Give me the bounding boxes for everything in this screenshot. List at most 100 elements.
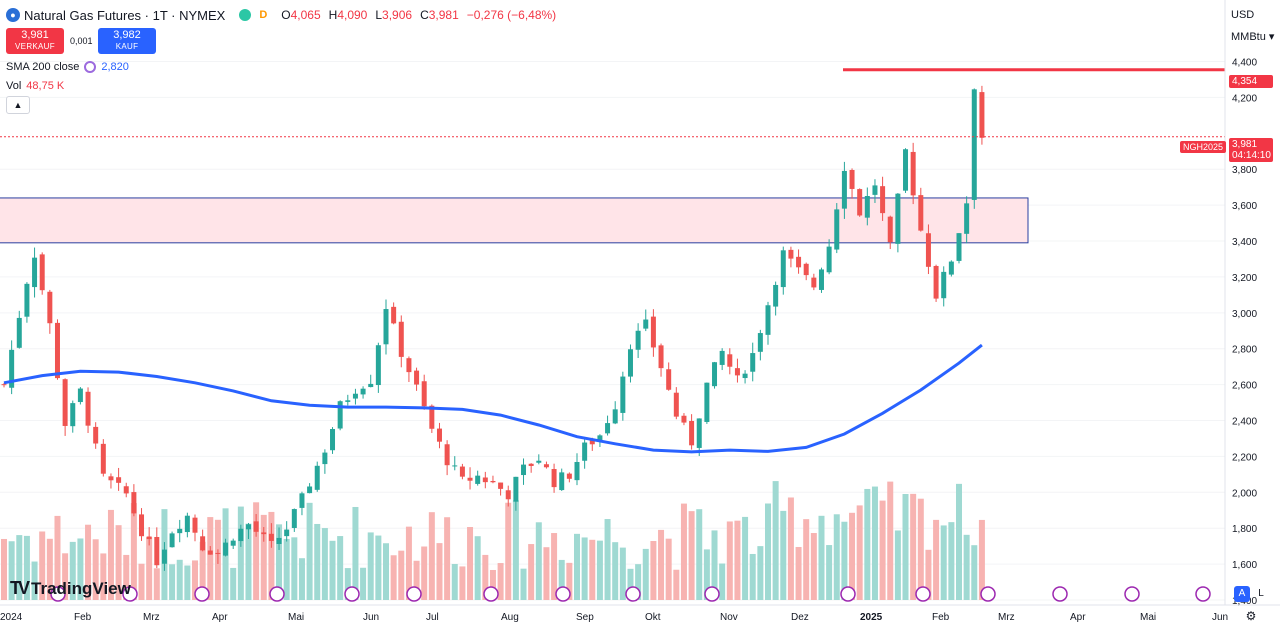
event-marker-icon: [344, 586, 360, 602]
volume-bar: [902, 494, 909, 600]
collapse-legend-button[interactable]: ▲: [6, 96, 30, 114]
volume-bar: [184, 565, 191, 600]
candle-body: [154, 536, 160, 566]
volume-bar: [390, 555, 397, 600]
candle-body: [841, 170, 847, 209]
candle-body: [849, 169, 855, 189]
y-tick-label: 3,800: [1232, 165, 1257, 176]
currency-selector[interactable]: USD: [1231, 9, 1255, 21]
x-tick-label: Mrz: [998, 612, 1015, 623]
y-tick-label: 2,200: [1232, 452, 1257, 463]
candle-body: [452, 465, 458, 467]
volume-bar: [956, 483, 962, 600]
log-scale-button[interactable]: L: [1258, 588, 1264, 599]
candle-body: [689, 420, 695, 446]
ticker-tag: NGH2025: [1180, 141, 1227, 153]
candle-body: [612, 409, 618, 424]
volume-bar: [413, 560, 420, 600]
volume-bar: [680, 503, 687, 600]
volume-bar: [451, 563, 458, 600]
candle-body: [414, 370, 420, 385]
volume-bar: [199, 541, 206, 600]
candle-body: [436, 428, 442, 442]
candle-body: [482, 477, 488, 483]
symbol-title[interactable]: Natural Gas Futures · 1T · NYMEX: [24, 7, 226, 23]
candle-body: [543, 464, 549, 468]
gear-icon[interactable]: ⚙: [1245, 609, 1257, 623]
candle-body: [498, 482, 504, 489]
symbol-icon[interactable]: ●: [6, 8, 20, 22]
volume-bar: [31, 561, 38, 600]
candle-body: [925, 233, 931, 267]
event-marker-icon: [1124, 586, 1140, 602]
sell-label: VERKAUF: [15, 42, 55, 51]
candle-body: [918, 195, 924, 231]
candle-body: [223, 542, 229, 556]
volume-bar: [39, 531, 46, 600]
supply-zone-rect[interactable]: [0, 197, 1029, 244]
event-marker-icon: [194, 586, 210, 602]
candle-body: [1, 384, 7, 386]
candle-body: [368, 383, 374, 388]
y-tick-label: 3,600: [1232, 201, 1257, 212]
tradingview-logo[interactable]: TV TradingView: [10, 578, 131, 599]
volume-bar: [543, 547, 550, 600]
candle-body: [24, 283, 30, 317]
buy-button[interactable]: 3,982 KAUF: [98, 28, 156, 54]
y-tick-label: 4,400: [1232, 58, 1257, 69]
candle-body: [887, 216, 893, 243]
candle-body: [207, 550, 213, 555]
volume-bar: [92, 539, 99, 600]
candle-body: [70, 403, 76, 427]
ohlc-o: O4,065: [281, 8, 321, 22]
x-tick-label: Sep: [576, 612, 594, 623]
y-tick-label: 3,400: [1232, 237, 1257, 248]
candle-body: [322, 452, 328, 465]
price-axis[interactable]: 4,400 4,200 3,800 3,600 3,400 3,200 3,000 2,800…: [1232, 58, 1257, 607]
candle-body: [299, 493, 305, 508]
sell-button[interactable]: 3,981 VERKAUF: [6, 28, 64, 54]
candle-body: [818, 269, 824, 290]
volume-legend[interactable]: Vol 48,75 K: [6, 80, 560, 92]
unit-selector[interactable]: MMBtu ▾: [1231, 31, 1275, 43]
volume-bar: [658, 529, 665, 600]
y-tick-label: 3,000: [1232, 309, 1257, 320]
x-tick-label: Dez: [791, 612, 809, 623]
candle-body: [941, 271, 947, 299]
volume-bar: [772, 481, 779, 600]
candle-body: [123, 486, 129, 494]
ohlc-l: L3,906: [375, 8, 413, 22]
candle-body: [796, 256, 802, 268]
x-tick-label: Feb: [74, 612, 92, 623]
candle-body: [215, 552, 221, 554]
auto-scale-button[interactable]: A: [1234, 586, 1250, 602]
candle-body: [658, 345, 664, 369]
volume-bar: [375, 535, 382, 600]
event-marker-icon: [915, 586, 931, 602]
candle-body: [139, 514, 145, 537]
y-tick-label: 2,600: [1232, 381, 1257, 392]
volume-bar: [787, 497, 794, 600]
y-tick-label: 4,200: [1232, 93, 1257, 104]
candle-body: [360, 388, 366, 395]
sma-legend[interactable]: SMA 200 close 2,820: [6, 61, 560, 73]
candles: [1, 85, 985, 571]
volume-bar: [46, 538, 53, 600]
candle-body: [307, 486, 313, 494]
candle-body: [490, 480, 496, 483]
x-tick-label: Jul: [426, 612, 439, 623]
x-tick-label: 2024: [0, 612, 23, 623]
volume-bar: [276, 524, 283, 600]
candle-body: [528, 463, 534, 466]
volume-bar: [535, 522, 542, 600]
candle-body: [284, 529, 290, 537]
time-axis[interactable]: 2024 Feb Mrz Apr Mai Jun Jul Aug Sep Okt Nov Dez 202…: [0, 612, 1228, 623]
volume-bar: [153, 568, 160, 600]
volume-bar: [421, 546, 428, 600]
volume-bar: [871, 486, 878, 600]
candle-body: [505, 490, 511, 500]
candle-body: [681, 415, 687, 423]
event-marker-icon: [555, 586, 571, 602]
volume-bar: [107, 509, 114, 600]
